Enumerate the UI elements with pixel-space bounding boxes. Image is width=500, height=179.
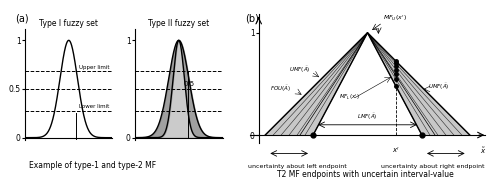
Text: $LMF(\tilde{A})$: $LMF(\tilde{A})$ — [357, 112, 378, 122]
Polygon shape — [368, 33, 470, 135]
Text: Lower limit: Lower limit — [79, 104, 110, 109]
Title: Type II fuzzy set: Type II fuzzy set — [148, 19, 210, 28]
Text: uncertainty about left endpoint: uncertainty about left endpoint — [248, 164, 347, 169]
Text: $MF_U(x')$: $MF_U(x')$ — [382, 13, 406, 23]
Text: uncertainty about right endpoint: uncertainty about right endpoint — [381, 164, 484, 169]
Text: $MF_L(x')$: $MF_L(x')$ — [339, 93, 360, 102]
Title: Type I fuzzy set: Type I fuzzy set — [39, 19, 98, 28]
Text: Example of type-1 and type-2 MF: Example of type-1 and type-2 MF — [29, 161, 156, 170]
Text: Upper limit: Upper limit — [79, 64, 110, 69]
Text: 0.5: 0.5 — [183, 81, 194, 87]
Text: $FOU(\tilde{A})$: $FOU(\tilde{A})$ — [270, 84, 290, 94]
Text: T2 MF endpoints with uncertain interval-value: T2 MF endpoints with uncertain interval-… — [276, 170, 454, 179]
Text: $x'$: $x'$ — [392, 145, 400, 155]
Polygon shape — [265, 33, 368, 135]
Text: $\tilde{x}$: $\tilde{x}$ — [480, 145, 486, 156]
Text: (a): (a) — [15, 13, 28, 23]
Text: $UMF(\tilde{A})$: $UMF(\tilde{A})$ — [289, 65, 310, 75]
Text: $UMF(\tilde{A})$: $UMF(\tilde{A})$ — [428, 82, 450, 92]
Text: (b): (b) — [245, 13, 259, 23]
